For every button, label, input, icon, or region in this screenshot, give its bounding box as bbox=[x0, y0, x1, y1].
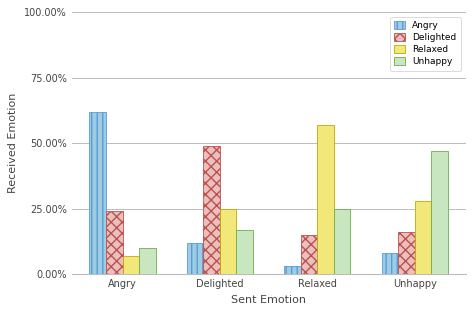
Bar bbox=[139, 248, 155, 274]
Bar bbox=[317, 125, 334, 274]
Bar bbox=[203, 146, 220, 274]
Bar bbox=[90, 112, 106, 274]
Bar bbox=[431, 151, 448, 274]
Bar bbox=[415, 201, 431, 274]
Bar bbox=[106, 211, 122, 274]
Bar bbox=[301, 235, 317, 274]
Bar bbox=[284, 266, 301, 274]
Bar bbox=[334, 209, 350, 274]
Y-axis label: Received Emotion: Received Emotion bbox=[9, 93, 18, 193]
Bar bbox=[237, 230, 253, 274]
X-axis label: Sent Emotion: Sent Emotion bbox=[231, 295, 306, 305]
Bar bbox=[220, 209, 237, 274]
Bar bbox=[187, 243, 203, 274]
Bar bbox=[382, 253, 398, 274]
Bar bbox=[398, 232, 415, 274]
Bar bbox=[122, 256, 139, 274]
Legend: Angry, Delighted, Relaxed, Unhappy: Angry, Delighted, Relaxed, Unhappy bbox=[390, 17, 461, 70]
